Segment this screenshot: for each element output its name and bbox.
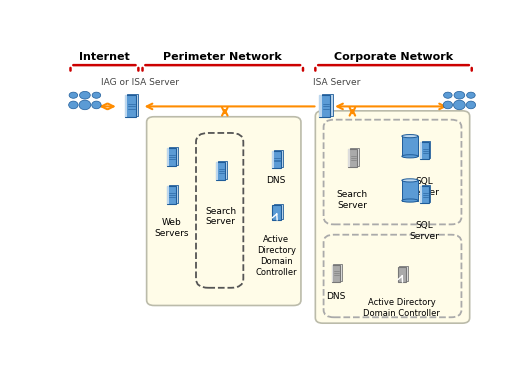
- Circle shape: [80, 92, 90, 99]
- FancyBboxPatch shape: [169, 147, 177, 165]
- FancyBboxPatch shape: [125, 95, 135, 117]
- FancyBboxPatch shape: [147, 117, 301, 306]
- FancyBboxPatch shape: [216, 162, 225, 180]
- Bar: [420, 187, 422, 203]
- FancyBboxPatch shape: [218, 161, 227, 179]
- FancyBboxPatch shape: [350, 148, 358, 166]
- Bar: [125, 95, 127, 117]
- Bar: [272, 151, 273, 169]
- FancyBboxPatch shape: [169, 185, 177, 203]
- FancyBboxPatch shape: [322, 94, 332, 116]
- Text: SQL
Server: SQL Server: [409, 177, 439, 196]
- Circle shape: [454, 92, 465, 99]
- Text: Search
Server: Search Server: [337, 190, 368, 210]
- FancyBboxPatch shape: [333, 264, 342, 281]
- Circle shape: [69, 92, 78, 98]
- FancyBboxPatch shape: [273, 204, 282, 219]
- Text: ISA Server: ISA Server: [313, 79, 361, 87]
- FancyBboxPatch shape: [398, 267, 406, 282]
- Text: DNS: DNS: [267, 176, 286, 185]
- FancyBboxPatch shape: [422, 185, 430, 202]
- FancyBboxPatch shape: [315, 111, 470, 323]
- FancyBboxPatch shape: [420, 187, 429, 203]
- Text: Corporate Network: Corporate Network: [334, 52, 453, 62]
- Bar: [167, 186, 169, 204]
- FancyBboxPatch shape: [272, 151, 281, 169]
- FancyBboxPatch shape: [127, 94, 138, 116]
- FancyBboxPatch shape: [420, 142, 429, 159]
- FancyBboxPatch shape: [399, 266, 408, 281]
- Bar: [332, 265, 333, 282]
- Text: Active
Directory
Domain
Controller: Active Directory Domain Controller: [255, 235, 297, 277]
- FancyBboxPatch shape: [167, 186, 176, 204]
- FancyBboxPatch shape: [167, 147, 176, 165]
- Text: Active Directory
Domain Controller: Active Directory Domain Controller: [363, 298, 440, 318]
- Text: Web
Servers: Web Servers: [154, 218, 189, 238]
- Ellipse shape: [68, 101, 78, 109]
- Text: IAG or ISA Server: IAG or ISA Server: [101, 79, 179, 87]
- Text: Search
Server: Search Server: [205, 207, 236, 226]
- Circle shape: [92, 92, 101, 98]
- Bar: [420, 142, 422, 159]
- Bar: [167, 147, 169, 165]
- Ellipse shape: [402, 199, 418, 202]
- FancyBboxPatch shape: [272, 205, 281, 220]
- Ellipse shape: [402, 134, 418, 138]
- Ellipse shape: [92, 101, 101, 109]
- Text: Perimeter Network: Perimeter Network: [164, 52, 282, 62]
- Text: Internet: Internet: [79, 52, 130, 62]
- Circle shape: [467, 92, 475, 98]
- Ellipse shape: [79, 100, 91, 110]
- Bar: [402, 136, 418, 156]
- Circle shape: [443, 92, 452, 98]
- Bar: [402, 180, 418, 201]
- FancyBboxPatch shape: [332, 265, 340, 282]
- FancyBboxPatch shape: [348, 149, 357, 167]
- Text: SQL
Server: SQL Server: [409, 221, 439, 241]
- Ellipse shape: [466, 101, 476, 109]
- Text: DNS: DNS: [326, 292, 346, 301]
- Ellipse shape: [453, 100, 465, 110]
- FancyBboxPatch shape: [422, 141, 430, 158]
- Ellipse shape: [402, 155, 418, 158]
- FancyBboxPatch shape: [273, 149, 282, 167]
- Bar: [216, 162, 218, 180]
- Ellipse shape: [443, 101, 452, 109]
- FancyBboxPatch shape: [319, 95, 330, 117]
- Bar: [348, 149, 350, 167]
- Bar: [319, 95, 322, 117]
- Ellipse shape: [402, 179, 418, 182]
